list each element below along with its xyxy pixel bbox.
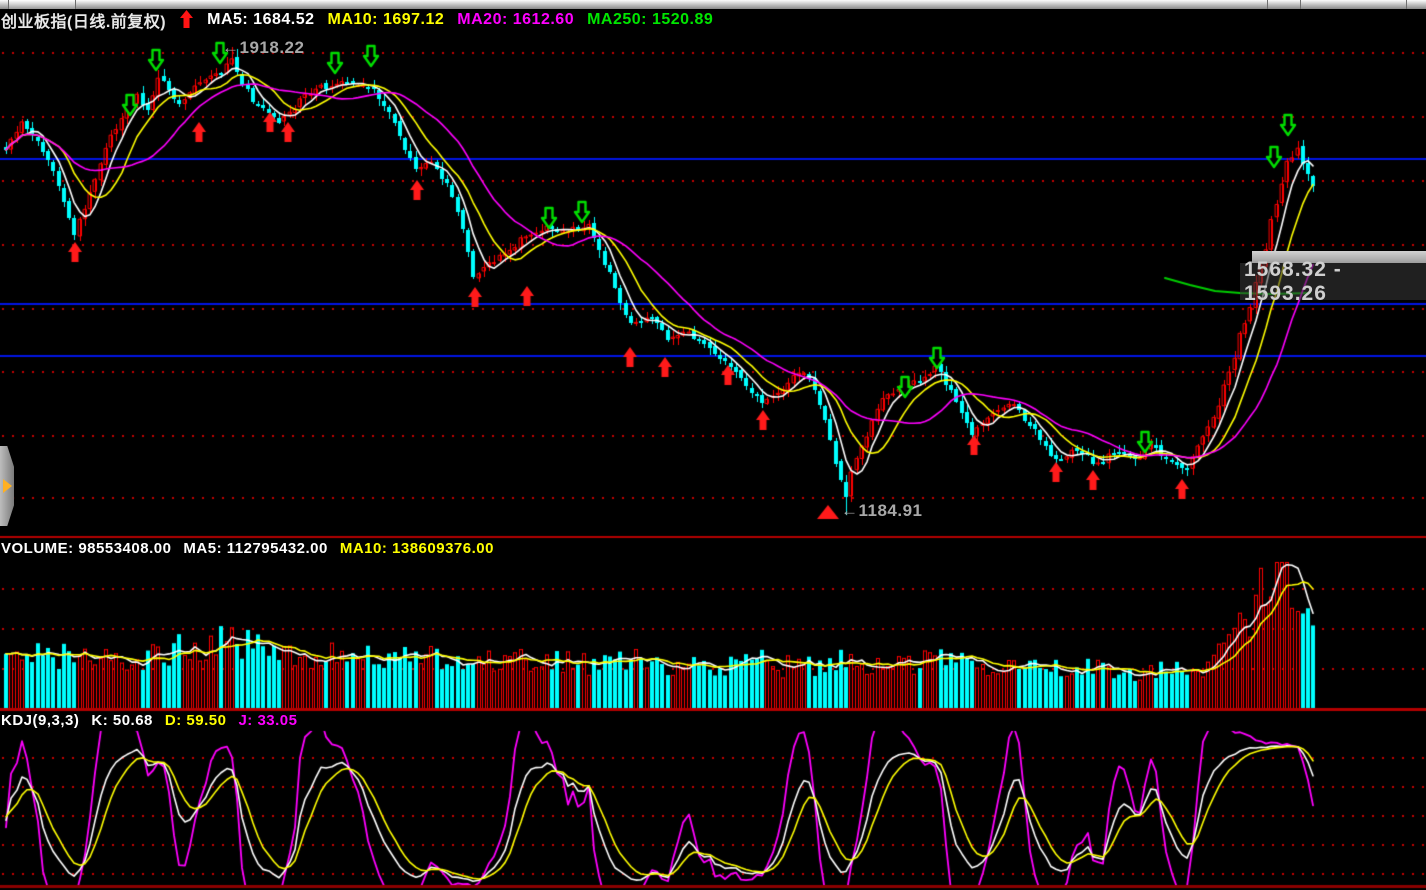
range-tooltip-text: 1568.32 - 1593.26 <box>1244 257 1342 305</box>
kdj-pane-header: KDJ(9,3,3) K: 50.68 D: 59.50 J: 33.05 <box>1 711 298 730</box>
period-low-label: ←1184.91 <box>841 501 923 520</box>
volume-pane-header: VOLUME: 98553408.00 MA5: 112795432.00 MA… <box>1 539 494 558</box>
ma20-value: MA20: 1612.60 <box>457 10 575 28</box>
period-high-label: ←1918.22 <box>222 38 305 57</box>
kdj-j-value: J: 33.05 <box>238 712 298 729</box>
main-chart-header: 创业板指(日线.前复权) MA5: 1684.52 MA10: 1697.12 … <box>1 9 714 31</box>
ma10-value: MA10: 1697.12 <box>327 10 445 28</box>
volume-value: VOLUME: 98553408.00 <box>1 540 172 557</box>
kdj-params: KDJ(9,3,3) <box>1 712 80 729</box>
toolbar-separator <box>1267 0 1268 9</box>
up-arrow-icon <box>179 10 194 29</box>
kdj-d-value: D: 59.50 <box>164 712 227 729</box>
volume-ma5-value: MA5: 112795432.00 <box>183 540 328 557</box>
ma5-value: MA5: 1684.52 <box>207 10 315 28</box>
ma250-value: MA250: 1520.89 <box>587 10 714 28</box>
symbol-title: 创业板指(日线.前复权) <box>1 13 167 31</box>
volume-ma10-value: MA10: 138609376.00 <box>339 540 494 557</box>
panel-expand-handle[interactable] <box>0 446 14 526</box>
toolbar-bottom-strip <box>0 0 1426 9</box>
toolbar-tab[interactable] <box>8 0 76 9</box>
expand-arrow-icon <box>3 479 12 493</box>
kdj-k-value: K: 50.68 <box>91 712 153 729</box>
range-tooltip: 1568.32 - 1593.26 <box>1240 258 1426 305</box>
toolbar-separator <box>1406 0 1407 9</box>
toolbar-separator <box>1300 0 1301 9</box>
range-highlight-band <box>1252 251 1426 263</box>
